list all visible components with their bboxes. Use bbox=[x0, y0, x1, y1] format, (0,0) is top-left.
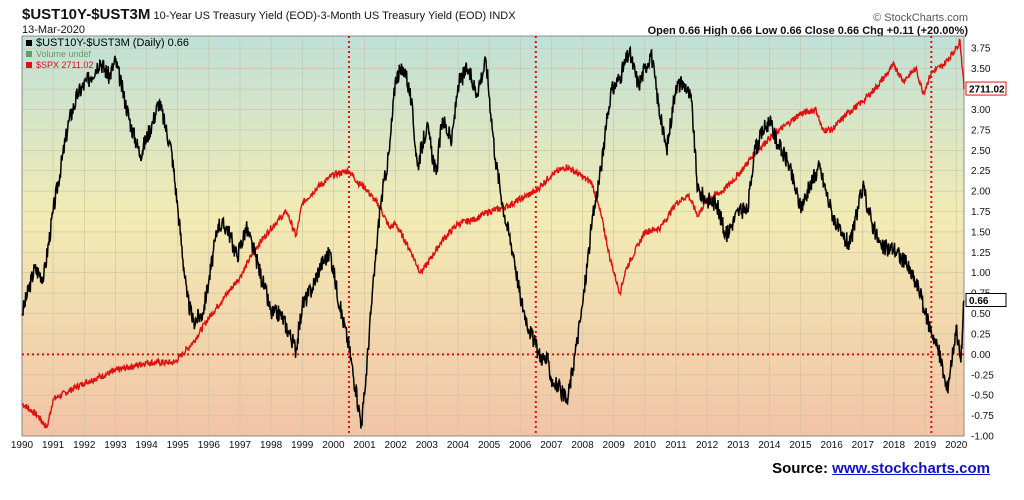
chart-date: 13-Mar-2020 bbox=[22, 24, 85, 36]
x-tick-label: 2000 bbox=[322, 440, 345, 451]
x-tick-label: 1992 bbox=[73, 440, 96, 451]
x-tick-label: 1997 bbox=[229, 440, 252, 451]
x-tick-label: 2001 bbox=[353, 440, 376, 451]
plot-background bbox=[22, 36, 964, 436]
legend-item: $SPX 2711.02 bbox=[26, 60, 93, 70]
x-tick-label: 2017 bbox=[852, 440, 875, 451]
legend-label: $SPX 2711.02 bbox=[36, 60, 93, 70]
spx-series-line bbox=[21, 38, 965, 429]
y-tick-label: 1.50 bbox=[971, 227, 991, 238]
legend-label: Volume undef bbox=[36, 49, 92, 59]
chart-header: $UST10Y-$UST3M 10-Year US Treasury Yield… bbox=[22, 6, 516, 23]
y-tick-label: -0.25 bbox=[971, 370, 994, 381]
x-tick-label: 1998 bbox=[260, 440, 283, 451]
x-tick-label: 1996 bbox=[198, 440, 221, 451]
x-tick-label: 2011 bbox=[665, 440, 687, 451]
x-tick-label: 2002 bbox=[385, 440, 408, 451]
x-tick-label: 2020 bbox=[945, 440, 968, 451]
x-tick-label: 2009 bbox=[603, 440, 626, 451]
y-tick-label: 1.00 bbox=[971, 268, 991, 279]
y-tick-label: 1.25 bbox=[971, 248, 991, 259]
x-tick-label: 2003 bbox=[416, 440, 439, 451]
x-tick-label: 2019 bbox=[914, 440, 937, 451]
x-tick-label: 1995 bbox=[167, 440, 190, 451]
x-tick-label: 2018 bbox=[883, 440, 906, 451]
x-tick-label: 1994 bbox=[135, 440, 158, 451]
y-tick-label: 3.00 bbox=[971, 105, 991, 116]
x-tick-label: 2010 bbox=[634, 440, 657, 451]
y-tick-label: 2.75 bbox=[971, 125, 991, 136]
svg-text:0.66: 0.66 bbox=[969, 296, 989, 307]
x-tick-label: 2015 bbox=[789, 440, 812, 451]
chart-symbol: $UST10Y-$UST3M bbox=[22, 6, 151, 23]
source-link[interactable]: www.stockcharts.com bbox=[832, 460, 990, 477]
legend-item: Volume undef bbox=[26, 49, 92, 59]
legend-swatch bbox=[26, 40, 32, 46]
y-tick-label: -1.00 bbox=[971, 432, 994, 443]
chart-exchange: INDX bbox=[489, 10, 516, 22]
quote-bar: Open 0.66 High 0.66 Low 0.66 Close 0.66 … bbox=[647, 25, 968, 37]
x-tick-label: 2013 bbox=[727, 440, 750, 451]
x-tick-label: 2005 bbox=[478, 440, 501, 451]
x-tick-label: 1993 bbox=[104, 440, 127, 451]
x-tick-label: 1990 bbox=[11, 440, 34, 451]
legend-swatch bbox=[26, 51, 32, 57]
spread-series-line bbox=[21, 45, 965, 429]
y-tick-label: 1.75 bbox=[971, 207, 991, 218]
spx-last-value-label: 2711.02 bbox=[965, 81, 1007, 96]
legend-item: $UST10Y-$UST3M (Daily) 0.66 bbox=[26, 37, 189, 49]
y-tick-label: 0.25 bbox=[971, 329, 991, 340]
x-tick-label: 2006 bbox=[509, 440, 532, 451]
y-tick-label: -0.75 bbox=[971, 411, 994, 422]
x-tick-label: 2012 bbox=[696, 440, 719, 451]
source-credit: Source: www.stockcharts.com bbox=[772, 460, 990, 477]
spread-last-value-label: 0.66 bbox=[965, 292, 1007, 307]
y-tick-label: 0.50 bbox=[971, 309, 991, 320]
x-tick-label: 2008 bbox=[571, 440, 594, 451]
x-tick-label: 2007 bbox=[540, 440, 563, 451]
legend-label: $UST10Y-$UST3M (Daily) 0.66 bbox=[36, 37, 189, 49]
y-tick-label: 2.25 bbox=[971, 166, 991, 177]
plot-frame bbox=[21, 35, 965, 437]
copyright-label: © StockCharts.com bbox=[873, 12, 968, 24]
y-tick-label: 3.75 bbox=[971, 44, 991, 55]
source-label: Source: bbox=[772, 460, 828, 477]
y-tick-label: 2.50 bbox=[971, 146, 991, 157]
x-tick-label: 1991 bbox=[42, 440, 65, 451]
chart-description: 10-Year US Treasury Yield (EOD)-3-Month … bbox=[153, 10, 487, 22]
svg-text:2711.02: 2711.02 bbox=[969, 85, 1005, 96]
x-tick-label: 2016 bbox=[821, 440, 844, 451]
x-tick-label: 1999 bbox=[291, 440, 314, 451]
legend-swatch bbox=[26, 62, 32, 68]
y-tick-label: -0.50 bbox=[971, 391, 994, 402]
y-tick-label: 0.00 bbox=[971, 350, 991, 361]
y-tick-label: 2.00 bbox=[971, 187, 991, 198]
x-tick-label: 2004 bbox=[447, 440, 470, 451]
y-tick-label: 3.50 bbox=[971, 64, 991, 75]
x-tick-label: 2014 bbox=[758, 440, 781, 451]
